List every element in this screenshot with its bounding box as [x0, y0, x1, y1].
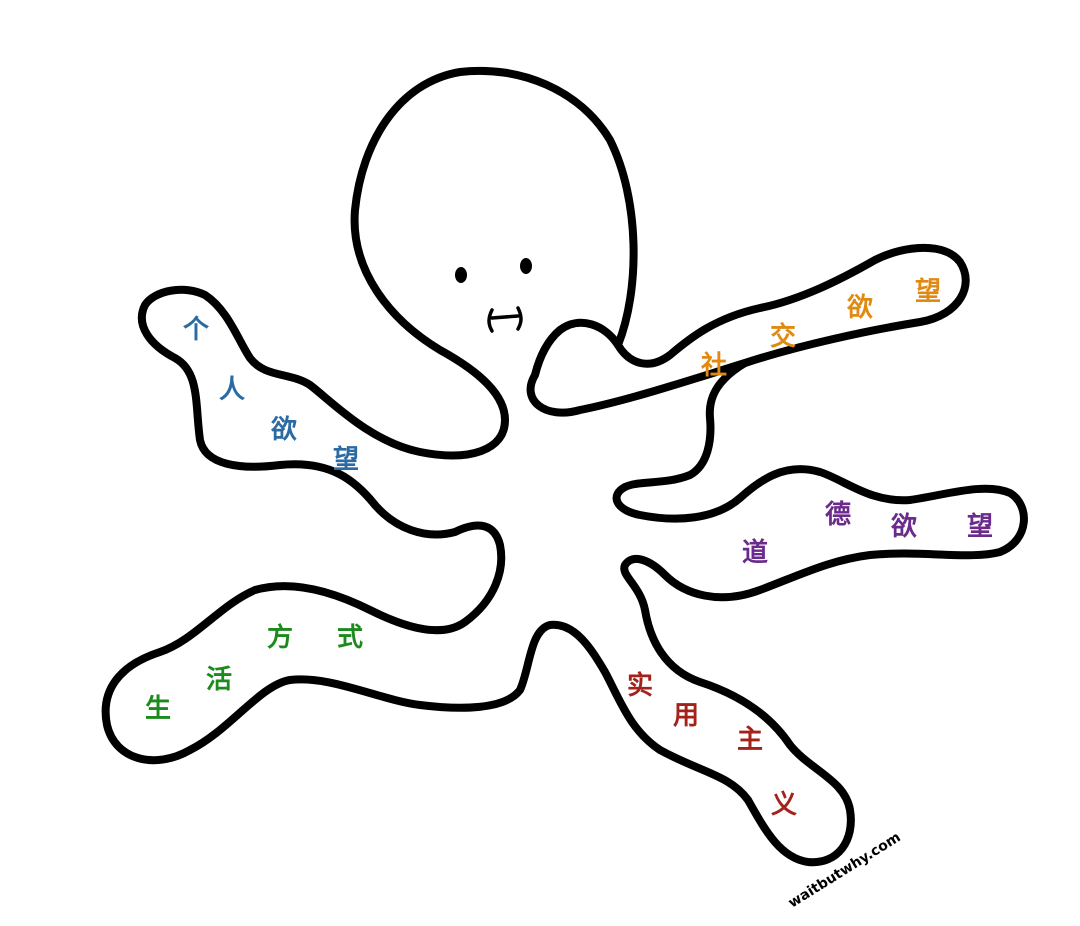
pragmatism-char: 义	[771, 790, 797, 820]
social-char: 社	[701, 350, 727, 381]
lifestyle-char: 方	[267, 622, 293, 653]
pragmatism-char: 实	[627, 670, 653, 701]
mouth	[487, 306, 523, 333]
left-eye	[455, 267, 467, 283]
moral-char: 道	[742, 537, 768, 568]
moral-char: 望	[967, 512, 993, 542]
social-char: 交	[770, 321, 796, 352]
octopus-outline	[101, 66, 1028, 867]
social-char: 欲	[846, 293, 873, 323]
lifestyle-char: 活	[206, 665, 232, 695]
social-char: 望	[915, 277, 941, 307]
octopus-face	[455, 258, 532, 333]
moral-char: 欲	[890, 512, 917, 542]
personal-char: 望	[333, 445, 359, 475]
personal-char: 个	[183, 315, 210, 345]
right-eye	[520, 258, 532, 274]
tentacle-personal-label: 个 人 欲 望	[183, 315, 359, 475]
octopus-head	[101, 66, 1028, 867]
pragmatism-char: 用	[673, 701, 699, 731]
moral-char: 德	[825, 500, 851, 530]
personal-char: 人	[219, 375, 245, 405]
octopus-head-and-upper-arms	[526, 243, 970, 417]
personal-char: 欲	[270, 415, 297, 445]
lifestyle-char: 式	[337, 623, 363, 653]
lifestyle-char: 生	[145, 694, 171, 724]
tentacle-moral-label: 道 德 欲 望	[742, 500, 993, 568]
tentacle-lifestyle-label: 生 活 方 式	[145, 622, 363, 724]
pragmatism-char: 主	[737, 725, 763, 755]
tentacle-social-label: 社 交 欲 望	[701, 277, 941, 381]
tentacle-pragmatism-label: 实 用 主 义	[627, 670, 797, 820]
